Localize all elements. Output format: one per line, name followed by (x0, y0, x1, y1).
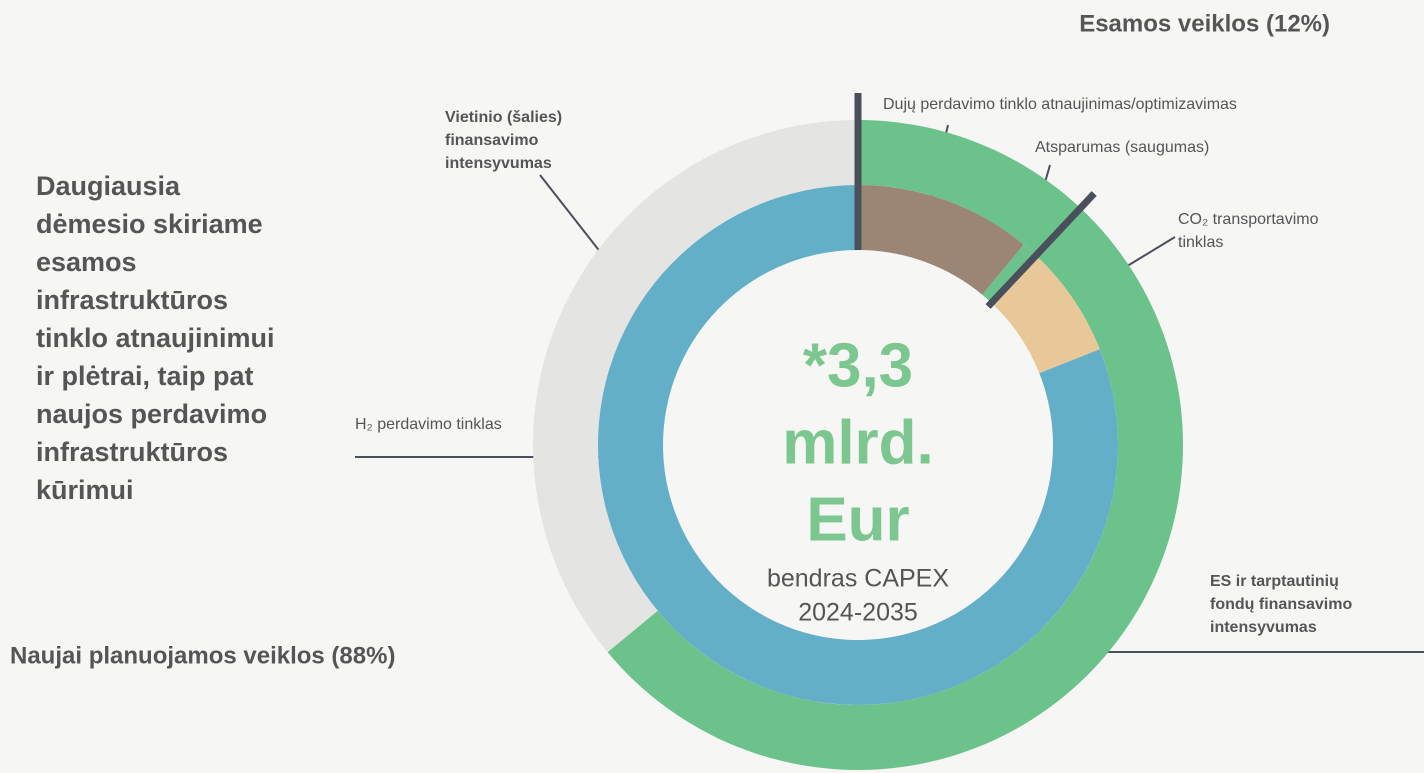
slice-label: Dujų perdavimo tinklo atnaujinimas/optim… (883, 96, 1237, 113)
group-label: Esamos veiklos (12%) (1079, 10, 1330, 37)
slice-label: intensyvumas (445, 155, 552, 172)
side-text: esamos (36, 247, 137, 277)
side-text: infrastruktūros (36, 437, 228, 467)
side-text: kūrimui (36, 475, 134, 505)
side-text: dėmesio skiriame (36, 209, 263, 239)
center-subtext: 2024-2035 (798, 599, 918, 627)
slice-label: tinklas (1178, 234, 1223, 251)
slice-label: ES ir tarptautinių (1210, 573, 1339, 590)
donut-slice (533, 120, 858, 653)
donut-slice (858, 185, 1024, 295)
slice-label: intensyvumas (1210, 619, 1317, 636)
center-subtext: bendras CAPEX (767, 565, 949, 593)
center-value: Eur (806, 485, 909, 554)
slice-label: Vietinio (šalies) (445, 109, 562, 126)
separator (985, 191, 1097, 309)
center-value: *3,3 (803, 331, 913, 400)
center-value: mlrd. (782, 408, 934, 477)
slice-label: Atsparumas (saugumas) (1035, 139, 1209, 156)
slice-label: CO₂ transportavimo (1178, 211, 1319, 228)
side-text: infrastruktūros (36, 285, 228, 315)
side-text: ir plėtrai, taip pat (36, 361, 254, 391)
leader-line (539, 174, 606, 259)
donut-slice (982, 244, 1036, 303)
slice-label: finansavimo (445, 132, 539, 149)
donut-slice (991, 255, 1100, 374)
side-text: tinklo atnaujinimui (36, 323, 275, 353)
group-label: Naujai planuojamos veiklos (88%) (10, 642, 395, 669)
side-text: Daugiausia (36, 171, 181, 201)
side-text: naujos perdavimo (36, 399, 267, 429)
slice-label: fondų finansavimo (1210, 596, 1352, 613)
slice-label: H₂ perdavimo tinklas (355, 416, 502, 433)
donut-slice (607, 120, 1183, 771)
